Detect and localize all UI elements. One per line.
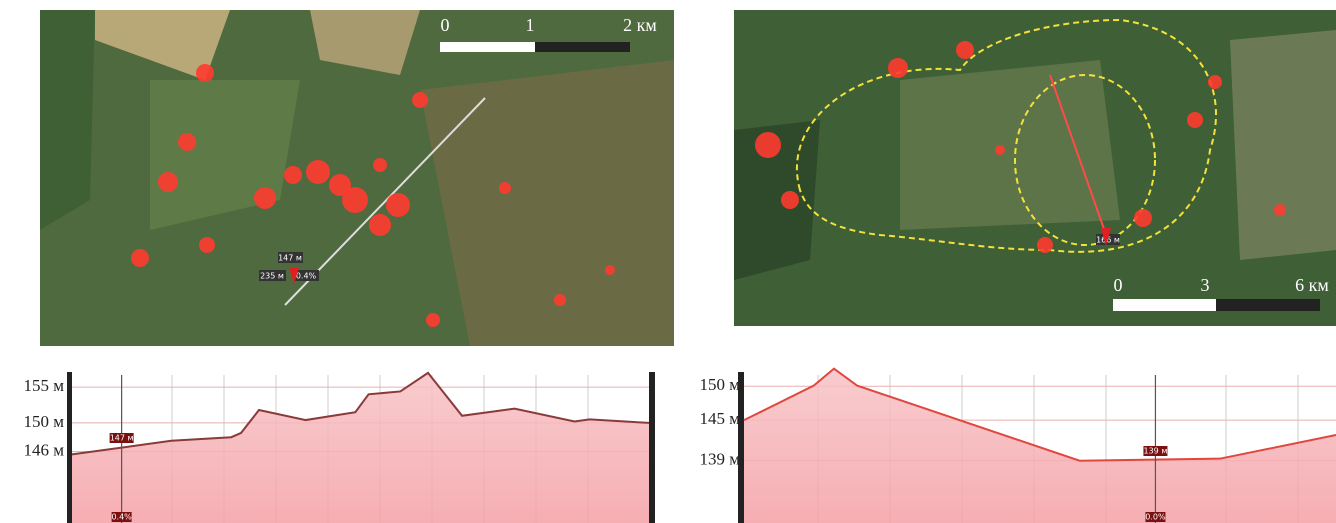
figure: 0 1 2 км 147 м 235 м 0.4% 0 3 6 км 166 м [0, 0, 1336, 523]
profile-frame [649, 372, 655, 523]
scale-label: 2 км [623, 15, 657, 35]
scale-label: 1 [526, 15, 535, 35]
elevation-area [744, 369, 1336, 523]
scale-label: 0 [1114, 275, 1123, 295]
map-label: 235 м [260, 272, 284, 281]
y-tick-label: 146 м [23, 440, 64, 459]
map-label: 147 м [278, 254, 302, 263]
scale-label: 0 [441, 15, 450, 35]
marker-label: 139 м [1144, 447, 1168, 456]
y-tick-label: 150 м [23, 412, 64, 431]
left-map: 0 1 2 км 147 м 235 м 0.4% [40, 10, 674, 346]
marker-label: 0.0% [1145, 513, 1166, 522]
profile-frame [738, 372, 744, 523]
elevation-area [72, 373, 649, 523]
right-map: 0 3 6 км 166 м [734, 10, 1336, 326]
marker-label: 147 м [110, 434, 134, 443]
y-tick-label: 145 м [699, 409, 740, 428]
y-tick-label: 150 м [699, 375, 740, 394]
scale-label: 6 км [1295, 275, 1329, 295]
profile-frame [67, 372, 72, 523]
y-tick-label: 139 м [699, 450, 740, 469]
y-tick-label: 155 м [23, 376, 64, 395]
map-label: 0.4% [296, 272, 317, 281]
marker-label: 0.4% [111, 513, 132, 522]
scale-label: 3 [1201, 275, 1210, 295]
